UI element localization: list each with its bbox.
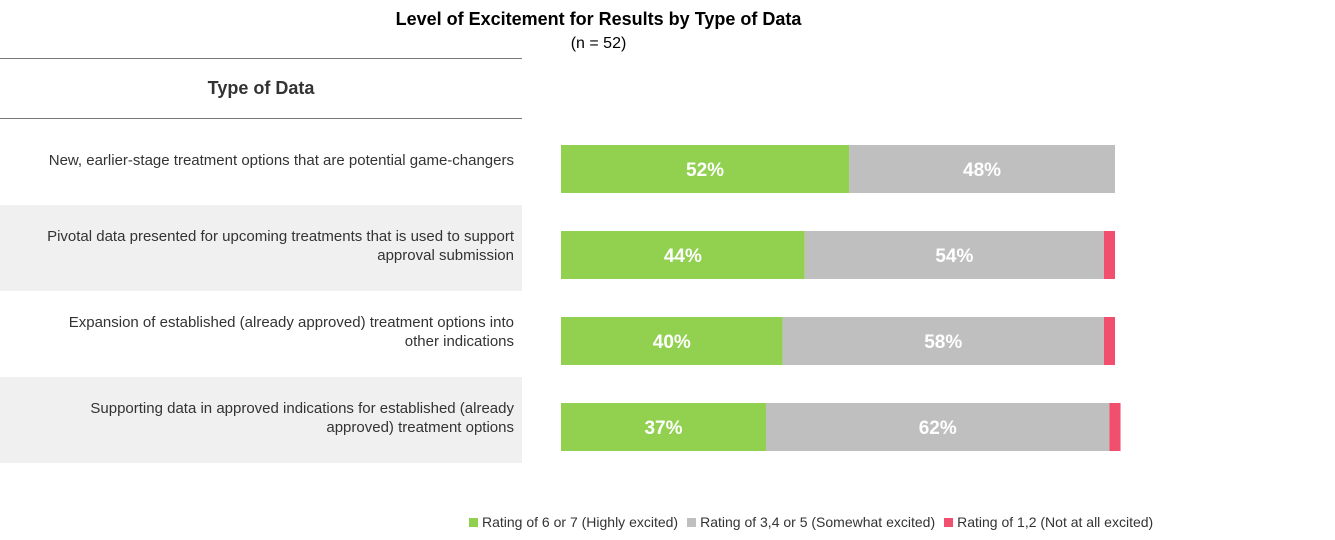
legend-item: Rating of 3,4 or 5 (Somewhat excited) <box>687 514 935 530</box>
category-label-line: Expansion of established (already approv… <box>68 314 514 331</box>
bar-segment <box>561 403 766 451</box>
chart-subtitle: (n = 52) <box>570 35 627 52</box>
legend-label: Rating of 1,2 (Not at all excited) <box>957 514 1154 530</box>
header-top-rule <box>0 58 522 59</box>
category-label-line: Supporting data in approved indications … <box>90 400 514 417</box>
bar-segment <box>1103 317 1115 365</box>
chart-legend: Rating of 6 or 7 (Highly excited) Rating … <box>469 513 1162 531</box>
bar-value-label: 52% <box>686 160 724 181</box>
category-label-line: other indications <box>404 333 514 350</box>
legend-item: Rating of 1,2 (Not at all excited) <box>944 514 1153 530</box>
bar-segment <box>765 403 1110 451</box>
bar-segment <box>782 317 1104 365</box>
bar-value-label: 37% <box>644 418 682 439</box>
legend-swatch <box>687 517 697 527</box>
category-label-line: New, earlier-stage treatment options tha… <box>48 152 514 169</box>
legend-label: Rating of 6 or 7 (Highly excited) <box>482 514 679 530</box>
bar-segment <box>561 317 783 365</box>
category-row-bg <box>0 205 522 291</box>
legend-swatch <box>944 517 954 527</box>
bar-segment <box>1109 403 1121 451</box>
bar-value-label: 40% <box>653 332 691 353</box>
column-header: Type of Data <box>207 78 315 98</box>
category-label: New, earlier-stage treatment options tha… <box>0 151 514 170</box>
legend-item: Rating of 6 or 7 (Highly excited) <box>469 514 678 530</box>
category-label: Pivotal data presented for upcoming trea… <box>0 227 514 265</box>
bar-value-label: 54% <box>935 246 973 267</box>
bar-segment <box>561 231 805 279</box>
category-label: Supporting data in approved indications … <box>0 399 514 437</box>
chart-title: Level of Excitement for Results by Type … <box>395 9 802 29</box>
legend-label: Rating of 3,4 or 5 (Somewhat excited) <box>700 514 936 530</box>
bar-value-label: 48% <box>963 160 1001 181</box>
bar-segment <box>561 145 850 193</box>
category-label-line: approval submission <box>377 247 514 264</box>
category-row-bg <box>0 377 522 463</box>
bar-value-label: 62% <box>919 418 957 439</box>
bar-value-label: 58% <box>924 332 962 353</box>
category-label-line: Pivotal data presented for upcoming trea… <box>47 228 514 245</box>
bar-segment <box>1103 231 1115 279</box>
bar-segment <box>804 231 1104 279</box>
bar-segment <box>849 145 1115 193</box>
legend-swatch <box>469 517 478 527</box>
bar-value-label: 44% <box>664 246 702 267</box>
category-label: Expansion of established (already approv… <box>0 313 514 351</box>
header-bottom-rule <box>0 118 522 119</box>
category-label-line: approved) treatment options <box>326 419 514 436</box>
